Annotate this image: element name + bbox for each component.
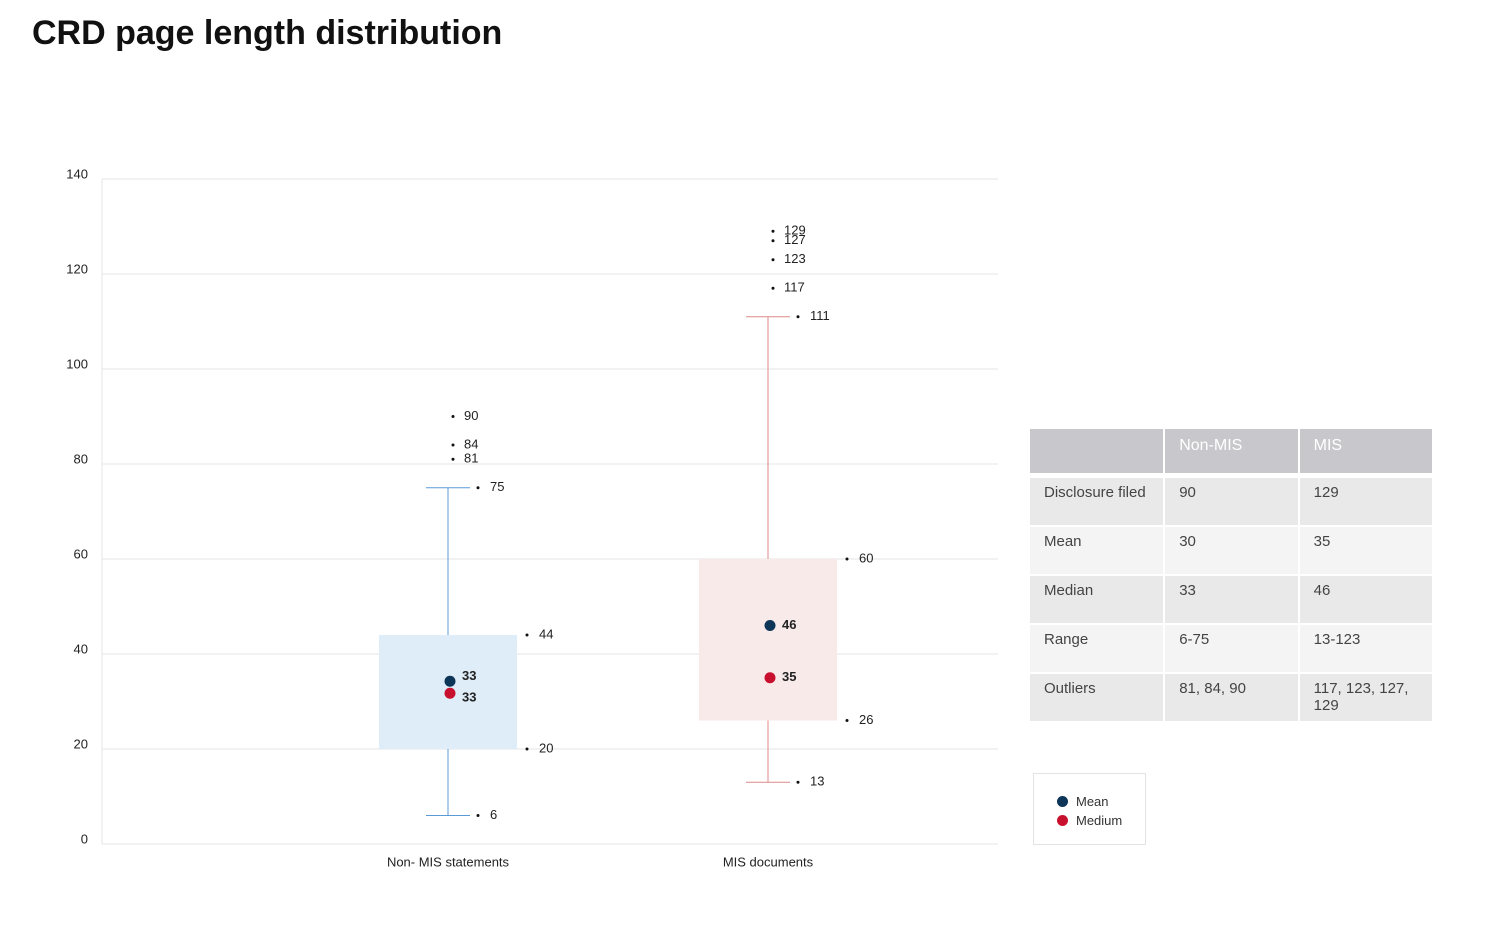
value-label: 75 [490,479,504,494]
value-label: 60 [859,550,873,565]
median-label: 35 [782,669,796,684]
legend: Mean Medium [1033,773,1146,845]
table-cell: 35 [1299,527,1432,576]
legend-label: Mean [1076,794,1109,809]
label-dot [845,557,849,561]
value-label: 26 [859,712,873,727]
outlier-label: 127 [784,232,806,247]
legend-item: Mean [1057,794,1145,809]
y-tick-label: 120 [66,261,88,276]
x-tick-label: Non- MIS statements [387,854,510,869]
outlier-label: 117 [784,280,805,295]
label-dot [476,486,480,490]
table-row: Mean 30 35 [1030,527,1432,576]
label-dot [796,315,800,319]
table-cell: Outliers [1030,674,1164,723]
box [699,559,837,721]
column-header: Non-MIS [1165,429,1298,478]
median-dot [444,687,456,699]
label-dot [525,633,529,637]
outlier [771,286,775,290]
outlier [451,457,455,461]
table-cell: 81, 84, 90 [1165,674,1298,723]
value-label: 44 [539,626,553,641]
table-cell: Median [1030,576,1164,625]
outlier [451,443,455,447]
table-cell: 129 [1299,478,1432,527]
x-tick-label: MIS documents [723,854,814,869]
value-label: 6 [490,807,497,822]
table-cell: 46 [1299,576,1432,625]
legend-label: Medium [1076,813,1123,828]
table-cell: 6-75 [1165,625,1298,674]
y-tick-label: 20 [74,736,88,751]
outlier-label: 129 [784,223,806,238]
outlier-label: 81 [464,451,478,466]
median-label: 33 [462,689,476,704]
table-cell: 117, 123, 127, 129 [1299,674,1432,723]
legend-swatch [1057,815,1068,826]
outlier [771,239,775,243]
chart: 0 20 40 60 80 100 120 140 Non- MIS statements 75 6… [66,166,998,869]
table-cell: 30 [1165,527,1298,576]
corner [1030,429,1164,478]
table-cell: 13-123 [1299,625,1432,674]
header-row: Non-MIS MIS [1030,429,1432,478]
outlier [771,229,775,233]
legend-swatch [1057,796,1068,807]
y-tick-label: 40 [74,641,88,656]
outlier [451,415,455,418]
y-tick-label: 0 [81,831,88,846]
table-row: Median 33 46 [1030,576,1432,625]
outlier-label: 84 [464,436,478,451]
label-dot [845,719,849,722]
value-label: 111 [810,308,830,323]
label-dot [525,747,529,751]
table-cell: Disclosure filed [1030,478,1164,527]
table-cell: Range [1030,625,1164,674]
legend-item: Medium [1057,813,1145,828]
table-row: Outliers 81, 84, 90 117, 123, 127, 129 [1030,674,1432,723]
median-dot [764,672,776,684]
table-cell: 90 [1165,478,1298,527]
mean-dot [444,675,456,687]
label-dot [476,814,480,817]
table-cell: 33 [1165,576,1298,625]
value-label: 20 [539,740,553,755]
column-header: MIS [1299,429,1432,478]
summary-table: Non-MIS MIS Disclosure filed 90 129 Mean 30 35… [1028,429,1434,723]
y-tick-label: 100 [66,356,88,371]
table-cell: Mean [1030,527,1164,576]
mean-label: 33 [462,668,476,683]
y-tick-label: 140 [66,166,88,181]
table-row: Range 6-75 13-123 [1030,625,1432,674]
chart-title: CRD page length distribution [32,14,503,52]
y-tick-label: 60 [74,546,88,561]
value-label: 13 [810,774,824,789]
outlier [771,258,775,262]
mean-dot [764,620,776,631]
table-row: Disclosure filed 90 129 [1030,478,1432,527]
outlier-label: 90 [464,408,478,423]
mean-label: 46 [782,617,796,632]
y-tick-label: 80 [74,451,88,466]
label-dot [796,780,800,784]
outlier-label: 123 [784,251,806,266]
